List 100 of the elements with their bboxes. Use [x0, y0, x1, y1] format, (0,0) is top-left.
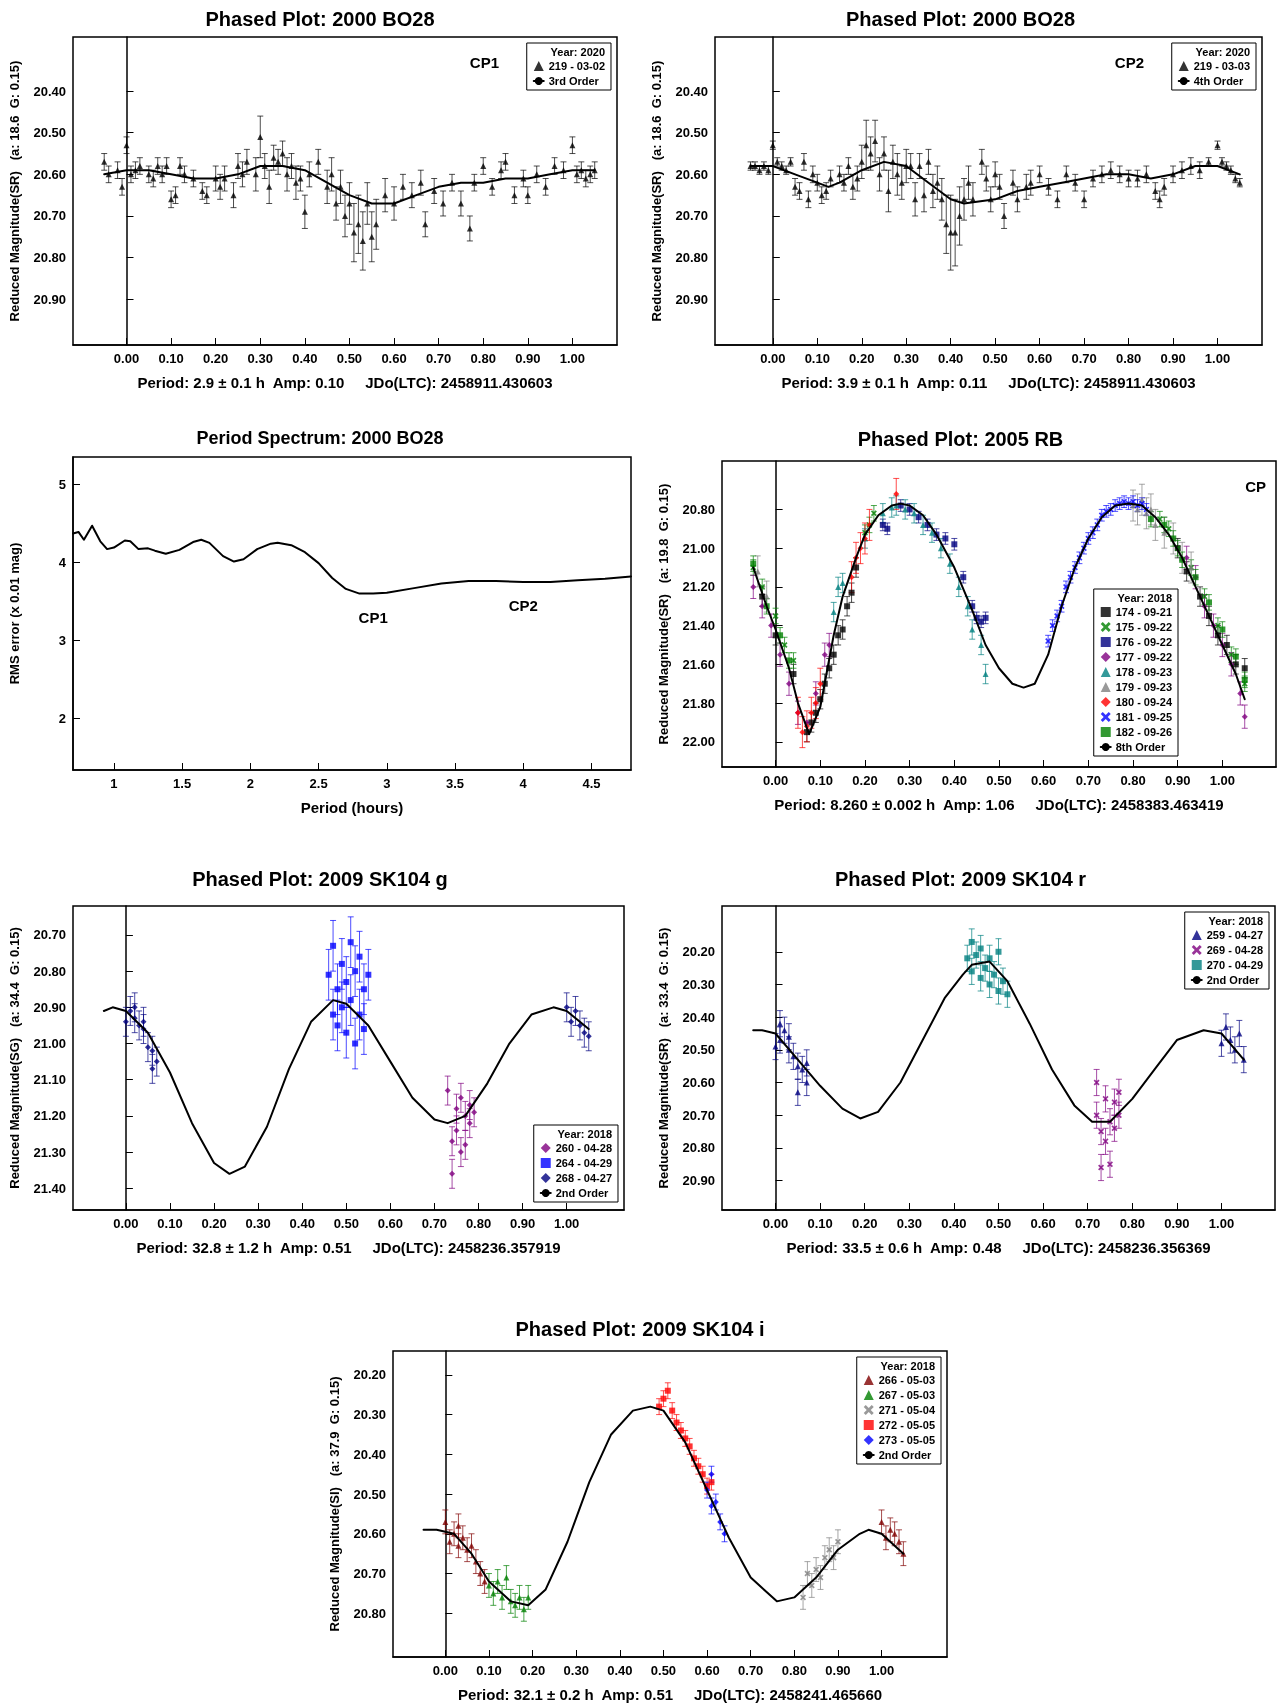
x-tick-label: 4 — [519, 776, 528, 791]
y-tick-label: 21.40 — [33, 1180, 66, 1196]
x-tick-label: 0.30 — [245, 1216, 271, 1231]
legend-label: 219 - 03-03 — [1193, 60, 1250, 72]
legend-title: Year: 2018 — [1117, 591, 1172, 604]
x-tick-label: 0.60 — [1030, 1216, 1056, 1231]
x-tick-label: 0.80 — [1119, 1216, 1145, 1231]
x-tick-label: 0.20 — [203, 351, 229, 366]
y-tick-label: 21.80 — [682, 695, 715, 711]
chart-title: Period Spectrum: 2000 BO28 — [196, 428, 444, 448]
x-tick-label: 2 — [246, 776, 254, 791]
y-tick-label: 20.40 — [33, 83, 66, 99]
x-tick-label: 0.10 — [807, 1216, 833, 1231]
y-tick-label: 3 — [58, 632, 66, 648]
legend-label: 180 - 09-24 — [1115, 696, 1173, 708]
annotation: CP2 — [508, 597, 538, 615]
x-tick-label: 1.00 — [559, 351, 586, 366]
y-tick-label: 21.10 — [33, 1072, 66, 1088]
x-tick-label: 0.40 — [292, 351, 318, 366]
x-tick-label: 0.80 — [1120, 773, 1146, 788]
legend-label: 4th Order — [1193, 75, 1244, 87]
legend-label: 2nd Order — [555, 1187, 610, 1199]
x-tick-label: 0.60 — [1026, 351, 1053, 366]
x-tick-label: 4.5 — [582, 776, 601, 791]
legend-label: 266 - 05-03 — [878, 1374, 935, 1386]
y-tick-label: 20.80 — [353, 1605, 386, 1621]
x-axis-title: Period: 3.9 ± 0.1 h Amp: 0.11 JDo(LTC): 2458911.430603 — [781, 374, 1196, 391]
x-tick-label: 0.50 — [336, 351, 363, 366]
y-tick-label: 20.90 — [33, 291, 66, 307]
legend-label: 268 - 04-27 — [555, 1172, 612, 1184]
x-axis-title: Period: 32.8 ± 1.2 h Amp: 0.51 JDo(LTC): 2458236.357919 — [136, 1239, 561, 1256]
x-tick-label: 0.20 — [849, 351, 875, 366]
y-tick-label: 20.20 — [353, 1367, 386, 1383]
x-axis-title: Period: 32.1 ± 0.2 h Amp: 0.51 JDo(LTC): 2458241.465660 — [457, 1686, 883, 1703]
chart-title: Phased Plot: 2005 RB — [857, 428, 1064, 450]
y-tick-label: 21.20 — [682, 579, 715, 595]
x-tick-label: 0.90 — [1160, 351, 1186, 366]
x-tick-label: 0.70 — [425, 351, 452, 366]
legend-label: 259 - 04-27 — [1206, 929, 1263, 941]
x-tick-label: 0.20 — [852, 773, 878, 788]
x-tick-label: 0.60 — [694, 1663, 720, 1678]
y-tick-label: 20.70 — [353, 1566, 386, 1582]
x-tick-label: 1 — [110, 776, 118, 791]
x-tick-label: 0.50 — [333, 1216, 359, 1231]
y-tick-label: 20.80 — [675, 250, 708, 266]
x-tick-label: 0.70 — [738, 1663, 764, 1678]
y-tick-label: 20.70 — [682, 1107, 715, 1123]
y-tick-label: 20.50 — [675, 125, 708, 141]
x-axis-title: Period (hours) — [300, 799, 404, 816]
x-tick-label: 0.10 — [157, 1216, 183, 1231]
y-axis-title: Reduced Magnitude(SI) (a: 37.9 G: 0.15) — [327, 1376, 342, 1632]
chart-title: Phased Plot: 2000 BO28 — [205, 8, 435, 30]
x-tick-label: 0.80 — [781, 1663, 807, 1678]
y-tick-label: 20.60 — [33, 166, 66, 182]
x-tick-label: 1.00 — [868, 1663, 895, 1678]
x-tick-label: 0.60 — [377, 1216, 404, 1231]
x-tick-label: 0.70 — [1075, 773, 1102, 788]
y-tick-label: 4 — [58, 554, 67, 570]
legend-label: 178 - 09-23 — [1115, 666, 1172, 678]
x-tick-label: 0.20 — [519, 1663, 546, 1678]
legend-label: 181 - 09-25 — [1115, 711, 1172, 723]
y-tick-label: 21.20 — [33, 1108, 66, 1124]
x-tick-label: 0.10 — [158, 351, 184, 366]
x-tick-label: 0.90 — [825, 1663, 851, 1678]
legend-label: 260 - 04-28 — [555, 1142, 612, 1154]
legend-label: 267 - 05-03 — [878, 1389, 935, 1401]
x-tick-label: 0.00 — [432, 1663, 458, 1678]
x-tick-label: 3.5 — [445, 776, 465, 791]
x-tick-label: 0.50 — [985, 1216, 1012, 1231]
x-tick-label: 0.60 — [1031, 773, 1057, 788]
x-tick-label: 2.5 — [309, 776, 328, 791]
y-tick-label: 20.70 — [33, 927, 66, 943]
legend-label: 272 - 05-05 — [878, 1419, 935, 1431]
legend-label: 182 - 09-26 — [1115, 726, 1172, 738]
legend-title: Year: 2018 — [557, 1127, 612, 1140]
legend-label: 269 - 04-28 — [1206, 944, 1263, 956]
chart-title: Phased Plot: 2000 BO28 — [846, 8, 1075, 30]
y-tick-label: 20.80 — [682, 501, 715, 517]
x-tick-label: 0.50 — [982, 351, 1008, 366]
y-tick-label: 21.00 — [682, 540, 715, 556]
legend-label: 174 - 09-21 — [1115, 606, 1172, 618]
legend-label: 177 - 09-22 — [1115, 651, 1172, 663]
x-tick-label: 0.90 — [515, 351, 541, 366]
y-tick-label: 20.80 — [682, 1140, 715, 1156]
y-tick-label: 20.70 — [33, 208, 66, 224]
legend-label: 8th Order — [1115, 741, 1166, 753]
x-tick-label: 0.00 — [113, 1216, 139, 1231]
annotation: CP2 — [1114, 54, 1145, 71]
chart-title: Phased Plot: 2009 SK104 i — [515, 1318, 765, 1340]
x-tick-label: 0.90 — [1165, 773, 1191, 788]
y-tick-label: 20.80 — [33, 250, 66, 266]
legend-title: Year: 2020 — [1195, 45, 1250, 58]
y-tick-label: 21.00 — [33, 1036, 66, 1052]
x-tick-label: 0.90 — [509, 1216, 536, 1231]
legend-label: 271 - 05-04 — [878, 1404, 936, 1416]
y-tick-label: 20.70 — [675, 208, 708, 224]
x-tick-label: 1.00 — [1208, 1216, 1235, 1231]
x-tick-label: 0.50 — [986, 773, 1012, 788]
x-tick-label: 0.80 — [465, 1216, 492, 1231]
y-axis-title: Reduced Magnitude(SR) (a: 33.4 G: 0.15) — [656, 927, 671, 1189]
